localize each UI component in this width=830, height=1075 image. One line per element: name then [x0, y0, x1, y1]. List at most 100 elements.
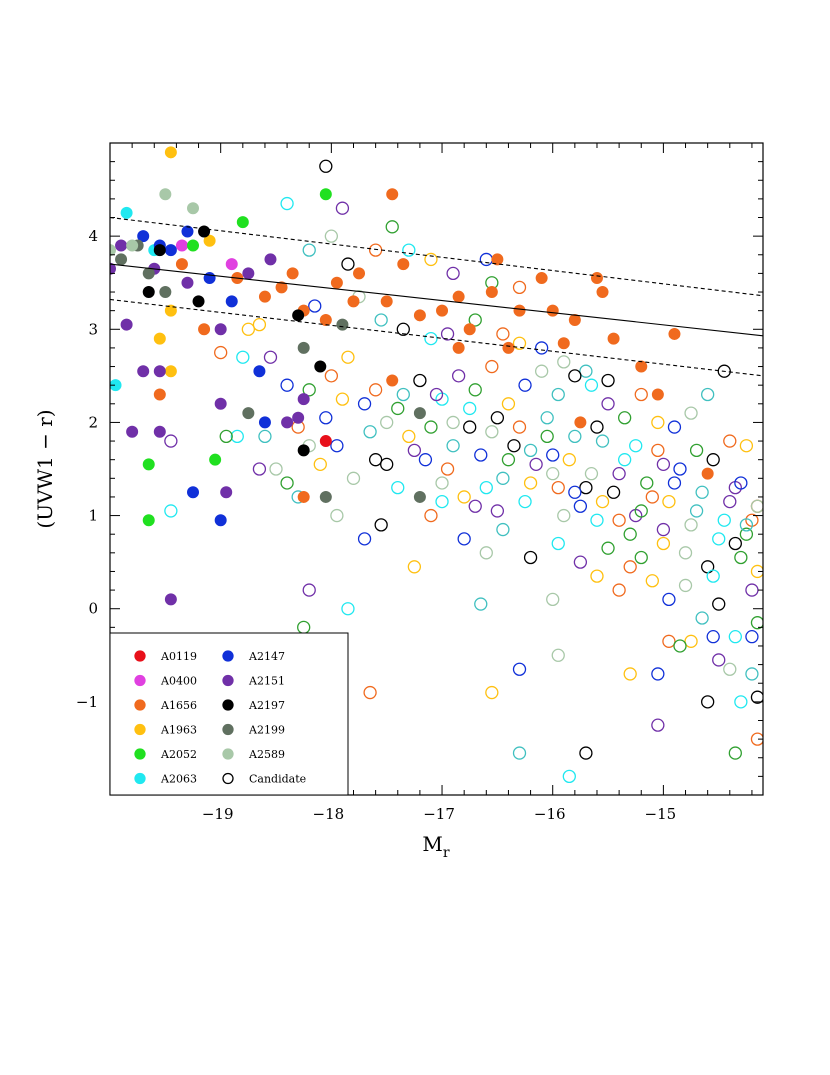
- candidate-point: [440, 327, 455, 341]
- candidate-point: [728, 746, 742, 760]
- candidate-point: [723, 434, 737, 448]
- point-a1656: [491, 253, 504, 266]
- point-a2052: [187, 239, 200, 252]
- candidate-point: [214, 345, 228, 360]
- candidate-point: [651, 667, 665, 681]
- point-a2199: [319, 490, 332, 503]
- candidate-point: [606, 485, 621, 499]
- candidate-point: [623, 667, 637, 681]
- candidate-point: [341, 257, 355, 271]
- legend-label: A1963: [160, 724, 197, 737]
- candidate-point: [440, 462, 455, 476]
- candidate-point: [568, 369, 582, 383]
- point-a2589: [110, 244, 116, 257]
- candidate-point: [673, 462, 687, 476]
- point-a1656: [463, 323, 476, 336]
- point-a1656: [297, 490, 310, 503]
- candidate-point: [667, 476, 682, 490]
- candidate-point: [534, 364, 549, 378]
- point-a2197: [142, 286, 155, 299]
- plot-frame: [109, 142, 764, 796]
- candidate-point: [485, 425, 499, 439]
- candidate-point: [645, 490, 659, 504]
- point-a2199: [336, 318, 349, 331]
- point-a2199: [413, 407, 426, 420]
- candidate-point: [584, 378, 599, 392]
- candidate-point: [252, 462, 267, 476]
- point-a2151: [264, 253, 277, 266]
- candidate-point: [457, 532, 471, 546]
- candidate-point: [164, 504, 178, 518]
- candidate-point: [485, 685, 499, 700]
- y-tick-label: 1: [88, 507, 98, 525]
- candidate-point: [717, 364, 731, 378]
- y-axis-label: (UVW1 − r): [33, 409, 57, 528]
- candidate-point: [568, 485, 582, 499]
- candidate-point: [391, 480, 405, 495]
- candidate-point: [728, 536, 742, 551]
- legend-label: A2197: [248, 699, 285, 712]
- plot-area: [110, 146, 763, 784]
- candidate-point: [656, 536, 671, 551]
- candidate-point: [363, 685, 377, 700]
- candidate-point: [457, 490, 471, 504]
- candidate-point: [319, 159, 333, 173]
- candidate-point: [391, 401, 405, 416]
- point-a2151: [220, 486, 233, 499]
- point-a2199: [142, 267, 155, 280]
- point-a2151: [281, 416, 294, 429]
- candidate-point: [684, 634, 698, 648]
- point-a1656: [386, 188, 399, 201]
- y-tick-label: 0: [88, 600, 98, 618]
- candidate-point: [579, 364, 593, 378]
- candidate-point: [451, 369, 466, 383]
- y-tick-label: 4: [88, 227, 98, 245]
- candidate-point: [629, 439, 643, 453]
- legend-marker: [134, 748, 146, 760]
- candidate-point: [236, 350, 250, 364]
- candidate-point: [623, 560, 637, 574]
- candidate-point: [701, 387, 715, 402]
- point-a2151: [153, 425, 166, 438]
- y-tick-label: 2: [88, 413, 98, 431]
- point-a2147: [253, 365, 266, 378]
- point-a2197: [292, 309, 305, 322]
- candidate-point: [490, 411, 505, 425]
- point-a1656: [353, 267, 366, 280]
- candidate-point: [540, 411, 554, 425]
- candidate-point: [263, 350, 278, 364]
- candidate-point: [656, 522, 671, 537]
- point-a2197: [297, 444, 310, 457]
- candidate-point: [435, 494, 449, 509]
- candidate-point: [551, 648, 565, 662]
- candidate-point: [717, 513, 731, 527]
- candidate-point: [750, 564, 763, 579]
- candidate-point: [706, 569, 720, 583]
- candidate-point: [573, 499, 588, 513]
- point-a2151: [164, 593, 177, 606]
- point-a1656: [386, 374, 399, 387]
- candidate-point: [712, 597, 726, 611]
- candidate-point: [219, 429, 233, 444]
- candidate-point: [269, 462, 283, 476]
- candidate-point: [241, 322, 255, 336]
- candidate-point: [468, 313, 482, 327]
- point-a1656: [607, 332, 620, 345]
- point-a2151: [297, 393, 310, 406]
- candidate-point: [523, 476, 538, 490]
- point-a0400: [175, 239, 188, 252]
- candidate-point: [280, 476, 294, 490]
- candidate-point: [380, 415, 394, 430]
- candidate-point: [706, 453, 720, 467]
- candidate-point: [612, 467, 626, 481]
- point-a2199: [242, 407, 255, 420]
- point-a1656: [436, 304, 449, 317]
- point-a1656: [286, 267, 299, 280]
- point-a1963: [164, 146, 177, 159]
- candidate-point: [546, 467, 560, 481]
- candidate-point: [407, 443, 422, 458]
- point-a1656: [651, 388, 664, 401]
- candidate-point: [474, 597, 488, 611]
- candidate-point: [590, 420, 604, 434]
